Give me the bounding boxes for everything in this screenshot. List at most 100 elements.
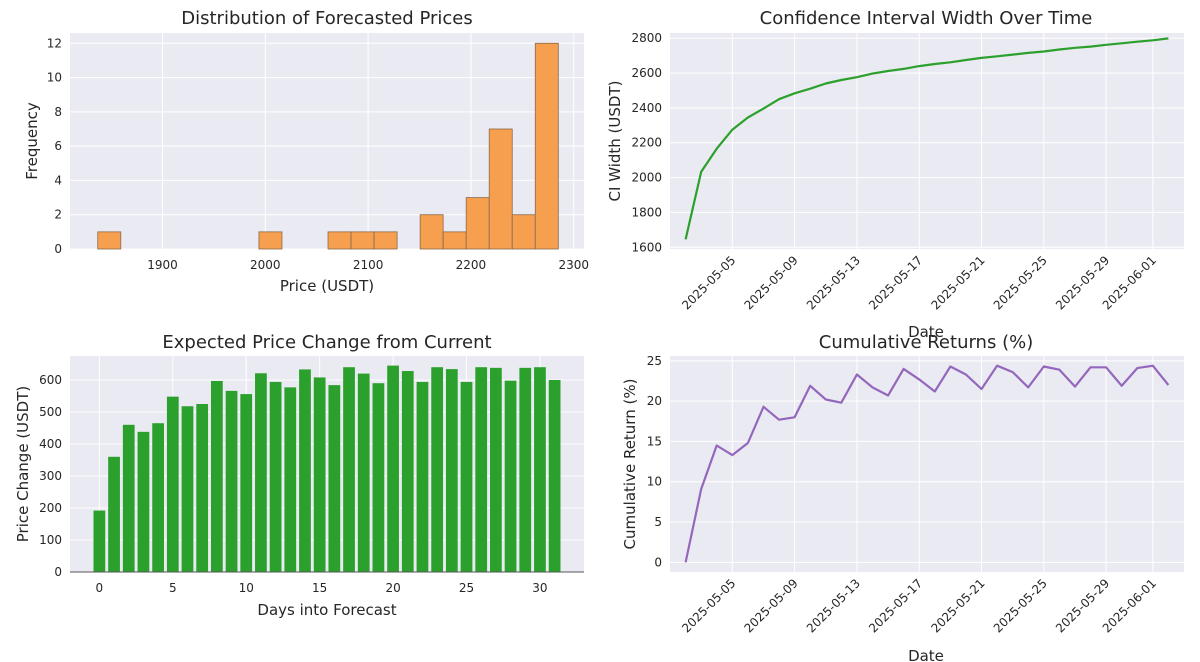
bar bbox=[152, 423, 164, 572]
bar bbox=[357, 373, 370, 572]
y-tick-label: 500 bbox=[39, 405, 62, 419]
x-tick-label: 2025-05-13 bbox=[804, 576, 863, 635]
y-tick-label: 15 bbox=[647, 434, 662, 448]
y-tick-label: 0 bbox=[54, 565, 62, 579]
y-tick-label: 100 bbox=[39, 533, 62, 547]
series-line bbox=[684, 364, 1170, 563]
chart-title: Expected Price Change from Current bbox=[162, 332, 491, 353]
x-tick-label: 2025-05-17 bbox=[866, 576, 925, 635]
x-tick-label: 5 bbox=[169, 581, 177, 595]
bar bbox=[328, 385, 341, 572]
x-tick-label: 2025-05-05 bbox=[679, 253, 738, 312]
y-tick-label: 400 bbox=[39, 437, 62, 451]
x-tick-label: 2200 bbox=[456, 258, 487, 272]
bar bbox=[166, 396, 179, 572]
bar bbox=[504, 380, 517, 572]
y-tick-label: 5 bbox=[654, 515, 662, 529]
histogram-bar bbox=[97, 231, 122, 250]
bar bbox=[343, 367, 355, 572]
histogram-bar bbox=[511, 214, 536, 250]
y-tick-label: 25 bbox=[647, 354, 662, 368]
histogram-bar bbox=[488, 128, 513, 250]
y-tick-label: 2800 bbox=[631, 31, 662, 45]
bar bbox=[534, 367, 546, 572]
x-axis-label: Price (USDT) bbox=[280, 277, 374, 295]
x-tick-label: 2025-05-17 bbox=[866, 253, 925, 312]
x-tick-label: 10 bbox=[239, 581, 254, 595]
bar bbox=[196, 404, 209, 572]
bar bbox=[490, 367, 502, 572]
bar bbox=[401, 371, 414, 572]
series-line bbox=[684, 37, 1169, 240]
bar bbox=[122, 424, 135, 572]
bar bbox=[519, 367, 532, 572]
y-tick-label: 10 bbox=[47, 71, 62, 85]
y-tick-label: 0 bbox=[654, 555, 662, 569]
x-tick-label: 2025-05-13 bbox=[804, 253, 863, 312]
bar bbox=[431, 367, 444, 572]
bar bbox=[416, 381, 429, 572]
y-axis-label: Price Change (USDT) bbox=[14, 386, 32, 542]
bar bbox=[137, 431, 150, 572]
y-axis-label: CI Width (USDT) bbox=[606, 81, 624, 202]
x-tick-label: 1900 bbox=[147, 258, 178, 272]
chart-title: Cumulative Returns (%) bbox=[819, 332, 1033, 353]
plot-area bbox=[670, 33, 1184, 249]
x-tick-label: 2025-05-05 bbox=[679, 576, 738, 635]
bar bbox=[210, 380, 223, 572]
bar bbox=[445, 369, 458, 572]
x-tick-label: 2025-05-21 bbox=[928, 576, 987, 635]
y-tick-label: 2 bbox=[54, 208, 62, 222]
y-tick-label: 600 bbox=[39, 373, 62, 387]
x-tick-label: 2000 bbox=[250, 258, 281, 272]
x-tick-label: 2300 bbox=[558, 258, 589, 272]
bar bbox=[548, 380, 561, 572]
y-axis-label: Frequency bbox=[23, 102, 41, 180]
histogram-bar bbox=[465, 197, 490, 250]
histogram-bar bbox=[373, 231, 398, 250]
histogram-bar bbox=[350, 231, 375, 250]
histogram-bar bbox=[258, 231, 283, 250]
chart-title: Distribution of Forecasted Prices bbox=[181, 8, 472, 29]
y-tick-label: 2000 bbox=[631, 171, 662, 185]
x-tick-label: 15 bbox=[312, 581, 327, 595]
histogram-bar bbox=[534, 42, 559, 250]
x-axis-label: Date bbox=[908, 647, 944, 662]
plot-area bbox=[670, 356, 1184, 572]
x-tick-label: 30 bbox=[532, 581, 547, 595]
x-tick-label: 0 bbox=[96, 581, 104, 595]
y-tick-label: 200 bbox=[39, 501, 62, 515]
bar bbox=[460, 381, 473, 572]
histogram-bar bbox=[419, 214, 444, 250]
panel-cumulative-returns: Cumulative Returns (%) Date Cumulative R… bbox=[621, 332, 1184, 662]
bar bbox=[108, 456, 120, 572]
x-axis-label: Date bbox=[908, 323, 944, 341]
y-tick-label: 2400 bbox=[631, 101, 662, 115]
y-tick-label: 10 bbox=[647, 475, 662, 489]
bar bbox=[269, 381, 282, 572]
bar bbox=[284, 387, 297, 572]
chart-title: Confidence Interval Width Over Time bbox=[760, 8, 1093, 29]
bar bbox=[299, 369, 311, 572]
bar bbox=[181, 406, 194, 572]
bar bbox=[225, 390, 238, 572]
x-tick-label: 2025-05-25 bbox=[991, 253, 1050, 312]
y-tick-label: 20 bbox=[647, 394, 662, 408]
bar bbox=[372, 383, 385, 572]
bar bbox=[475, 367, 488, 572]
y-tick-label: 8 bbox=[54, 105, 62, 119]
histogram-bar bbox=[442, 231, 467, 250]
grid bbox=[670, 356, 1184, 572]
panel-ci-width: Confidence Interval Width Over Time Date… bbox=[606, 8, 1184, 341]
y-tick-label: 1600 bbox=[631, 240, 662, 254]
bar bbox=[93, 510, 106, 572]
y-tick-label: 2200 bbox=[631, 136, 662, 150]
x-tick-label: 2100 bbox=[353, 258, 384, 272]
y-tick-label: 2600 bbox=[631, 66, 662, 80]
x-axis-label: Days into Forecast bbox=[257, 601, 396, 619]
y-tick-label: 300 bbox=[39, 469, 62, 483]
y-tick-label: 6 bbox=[54, 139, 62, 153]
panel-price-distribution: Distribution of Forecasted Prices Price … bbox=[23, 8, 589, 295]
y-tick-label: 1800 bbox=[631, 205, 662, 219]
